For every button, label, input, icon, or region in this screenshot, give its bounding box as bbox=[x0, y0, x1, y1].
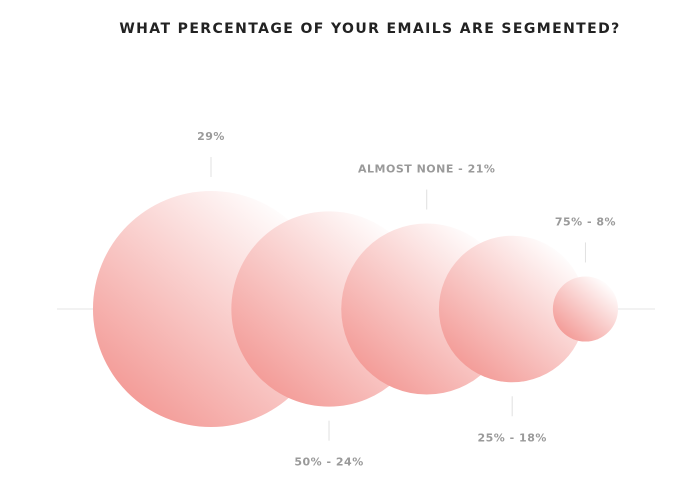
bubble bbox=[438, 235, 586, 383]
data-label: 50% - 24% bbox=[294, 456, 363, 469]
data-label: 29% bbox=[197, 130, 225, 143]
bubble bbox=[552, 276, 618, 342]
data-label: 75% - 8% bbox=[555, 215, 616, 228]
data-label: ALMOST NONE - 21% bbox=[358, 163, 495, 176]
data-label: 25% - 18% bbox=[477, 431, 546, 444]
chart-title: WHAT PERCENTAGE OF YOUR EMAILS ARE SEGME… bbox=[119, 21, 620, 37]
